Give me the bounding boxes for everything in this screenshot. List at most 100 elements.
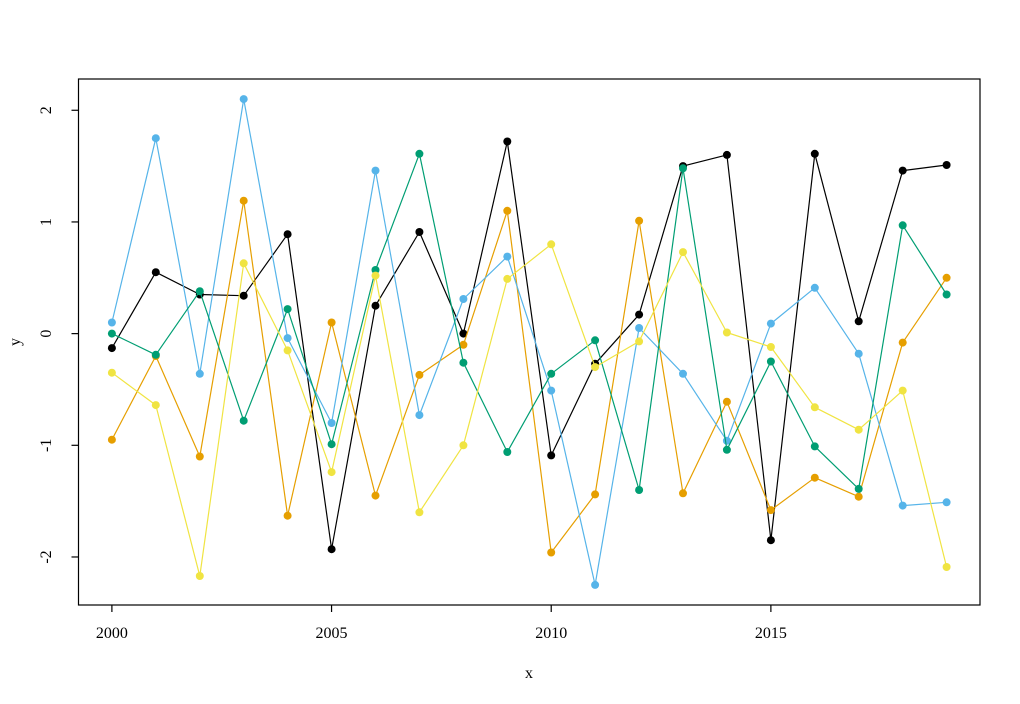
series-skyblue-point-2006 [371,166,380,175]
series-skyblue-point-2010 [547,386,556,395]
series-orange-point-2008 [459,340,468,349]
y-tick-label: -2 [38,550,55,563]
series-orange-point-2018 [898,338,907,347]
series-yellow-point-2004 [283,346,292,355]
series-yellow-line [111,243,948,577]
series-green-point-2014 [722,445,731,454]
series-green-point-2006 [371,266,380,274]
series-black-point-2019 [942,161,951,169]
series-yellow-point-2003 [239,259,248,268]
series-green-point-2005 [327,440,336,449]
series-skyblue-point-2016 [810,283,819,292]
series-orange-point-2015 [766,506,775,515]
series-skyblue-point-2007 [415,411,424,420]
series-orange-point-2019 [942,273,951,282]
series-orange-line [111,200,948,554]
y-axis-title: y [7,338,24,346]
series-orange-point-2006 [371,491,380,500]
series-yellow-point-2000 [107,368,116,377]
series-skyblue-point-2009 [503,252,512,261]
series-skyblue-point-2004 [283,334,292,343]
series-green-point-2009 [503,448,512,456]
series-orange-point-2005 [327,318,336,327]
series-black-point-2018 [898,166,907,175]
series-orange-point-2007 [415,370,424,379]
series-green-point-2013 [679,164,687,173]
series-green-point-2012 [635,486,644,494]
series-black-point-2000 [107,344,116,353]
series-black-point-2017 [854,317,863,326]
series-yellow-point-2008 [459,441,468,450]
series-skyblue-point-2013 [679,369,687,378]
series-black-point-2007 [415,228,424,236]
x-tick-label: 2010 [535,625,567,642]
series-black-point-2005 [327,545,336,554]
series-green-point-2003 [239,416,248,425]
series-yellow-point-2005 [327,468,336,477]
x-tick-label: 2005 [316,625,348,642]
series-yellow-point-2018 [898,386,907,395]
series-yellow-point-2007 [415,508,424,517]
series-skyblue-point-2008 [459,295,468,303]
x-axis-title: x [525,665,533,682]
series-yellow-point-2009 [503,274,512,283]
series-orange-point-2013 [679,489,687,498]
series-skyblue-point-2012 [635,324,644,332]
series-black-point-2009 [503,137,512,146]
series-green-point-2007 [415,149,424,158]
y-tick-label: 1 [38,218,55,226]
series-orange-point-2014 [722,397,731,406]
series-orange-point-2017 [854,492,863,501]
series-green-point-2010 [547,369,556,378]
series-yellow-point-2017 [854,425,863,434]
series-skyblue-point-2011 [591,580,600,589]
series-black-point-2014 [722,150,731,159]
series-yellow-point-2015 [766,343,775,351]
series-yellow-point-2012 [635,337,644,346]
series-orange-point-2009 [503,206,512,215]
plot-frame [77,78,981,606]
series-skyblue-point-2015 [766,319,775,328]
series-skyblue-point-2000 [107,318,116,327]
y-tick-label: -1 [38,439,55,452]
series-yellow-point-2013 [679,248,687,257]
series-skyblue-line [111,98,948,586]
series-yellow-point-2006 [371,271,380,280]
series-skyblue-point-2019 [942,498,951,507]
series-black-point-2004 [283,230,292,239]
series-yellow-point-2014 [722,328,731,337]
series-orange-point-2010 [547,548,556,557]
series-green-point-2004 [283,305,292,314]
series-black-point-2016 [810,149,819,158]
x-tick-label: 2000 [96,625,128,642]
series-orange-point-2011 [591,490,600,499]
series-green-line [111,153,948,491]
plot-area: 2000 2005 2010 2015 2 1 0 -1 -2 [38,78,981,642]
series-skyblue-point-2001 [151,134,160,143]
series-yellow-point-2019 [942,563,951,571]
series-black-point-2006 [371,301,380,310]
series-green-point-2018 [898,221,907,230]
series-black-point-2012 [635,310,644,319]
series-black-point-2008 [459,329,468,338]
series-green-point-2016 [810,442,819,451]
series-skyblue-point-2002 [195,369,204,378]
series-black-point-2001 [151,268,160,277]
series-yellow-point-2001 [151,401,160,410]
series-green-point-2019 [942,290,951,299]
series-orange-point-2002 [195,452,204,461]
series-orange-point-2004 [283,511,292,520]
series-green-point-2015 [766,357,775,366]
series-green-point-2017 [854,484,863,493]
series-yellow-point-2011 [591,363,600,372]
series-green-point-2011 [591,336,600,345]
series-skyblue-point-2017 [854,349,863,358]
series-black-point-2010 [547,451,556,460]
series-orange-point-2016 [810,473,819,482]
series-orange-point-2012 [635,216,644,225]
series-skyblue-point-2005 [327,419,336,427]
series-green-point-2001 [151,350,160,359]
series-green-point-2002 [195,287,204,296]
